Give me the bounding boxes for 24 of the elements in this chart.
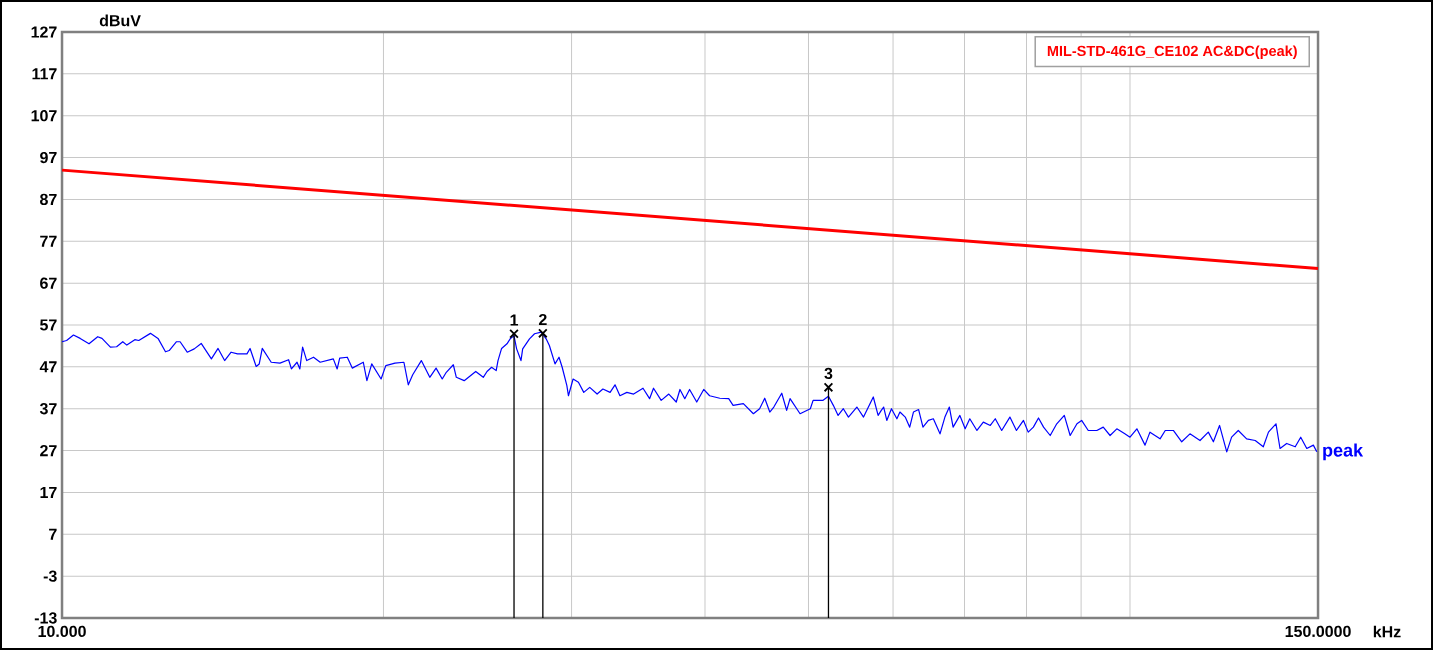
x-tick-label: 150.0000 <box>1285 625 1351 638</box>
y-axis-title: dBuV <box>99 14 141 27</box>
y-tick-label: 67 <box>40 277 57 289</box>
x-tick-label: 10.000 <box>38 625 86 638</box>
y-tick-label: 7 <box>49 528 57 540</box>
y-tick-label: 87 <box>40 193 57 206</box>
series-label: peak <box>1323 443 1364 461</box>
y-tick-label: -13 <box>34 612 57 624</box>
y-tick-label: 117 <box>32 68 57 80</box>
annotation: 2 <box>538 313 547 326</box>
annotation: 1 <box>510 314 519 326</box>
y-tick-label: 17 <box>40 486 57 498</box>
text: MIL-STD-461G_CE102 AC&DC(peak) <box>1047 45 1297 59</box>
y-tick-label: 77 <box>40 235 57 247</box>
y-tick-label: 37 <box>39 403 57 415</box>
y-tick-label: 47 <box>39 361 57 373</box>
y-tick-label: 57 <box>40 319 57 331</box>
y-tick-label: 127 <box>31 26 57 38</box>
annotation: 3 <box>824 367 833 380</box>
y-tick-label: -3 <box>43 570 57 582</box>
x-axis-title: kHz <box>1373 625 1401 638</box>
y-tick-label: 107 <box>31 110 57 122</box>
y-tick-label: 27 <box>40 444 57 457</box>
y-tick-label: 97 <box>40 151 57 164</box>
